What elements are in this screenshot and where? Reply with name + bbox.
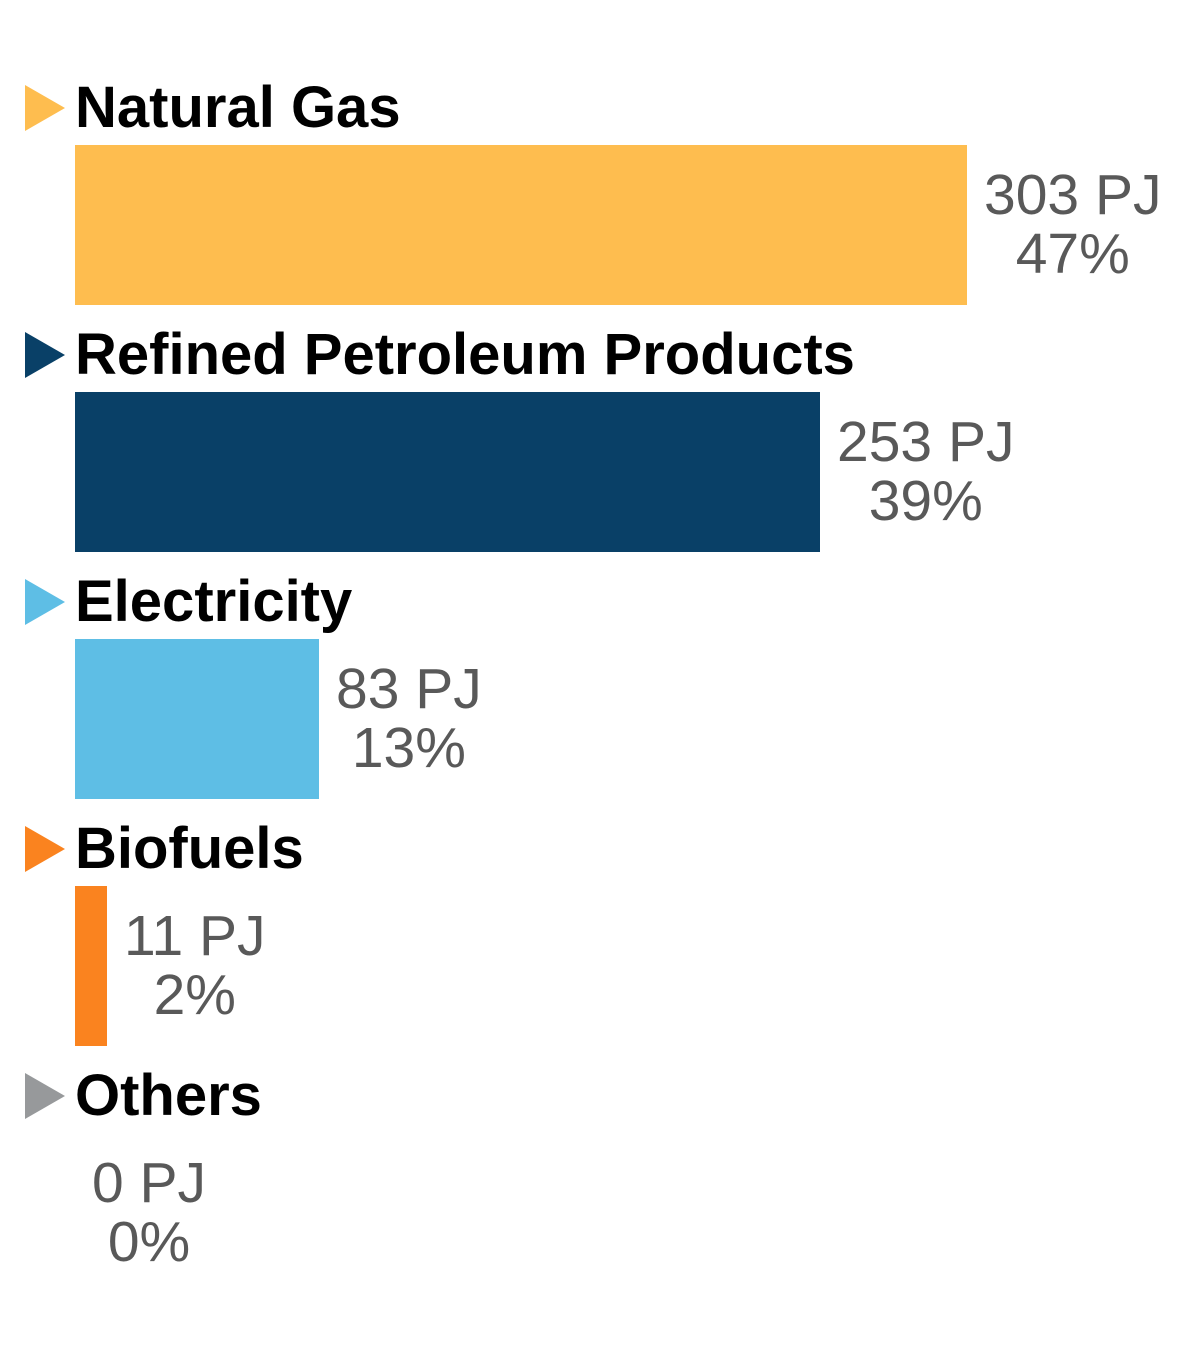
value-block: 0 PJ 0%	[92, 1154, 206, 1272]
category-label-row: Refined Petroleum Products	[25, 322, 1200, 387]
percent-label: 39%	[868, 469, 983, 533]
value-block: 83 PJ 13%	[336, 660, 482, 778]
value-block: 253 PJ 39%	[837, 413, 1014, 531]
category-marker-triangle-icon	[25, 1073, 65, 1119]
bar-row: 303 PJ 47%	[75, 145, 1200, 305]
chart-section: Biofuels 11 PJ 2%	[25, 816, 1200, 1046]
chart-section: Refined Petroleum Products 253 PJ 39%	[25, 322, 1200, 552]
bar	[75, 392, 820, 552]
value-block: 11 PJ 2%	[124, 907, 266, 1025]
category-marker-triangle-icon	[25, 332, 65, 378]
value-label: 303 PJ	[984, 163, 1162, 227]
chart-section: Natural Gas 303 PJ 47%	[25, 75, 1200, 305]
value-label: 253 PJ	[837, 410, 1015, 474]
category-label-row: Electricity	[25, 569, 1200, 634]
chart-section: Electricity 83 PJ 13%	[25, 569, 1200, 799]
value-label: 83 PJ	[336, 657, 482, 721]
percent-label: 0%	[107, 1210, 191, 1274]
category-label-row: Biofuels	[25, 816, 1200, 881]
percent-label: 47%	[1015, 222, 1130, 286]
category-marker-triangle-icon	[25, 826, 65, 872]
category-marker-triangle-icon	[25, 579, 65, 625]
category-label: Biofuels	[75, 816, 304, 881]
bar	[75, 145, 967, 305]
bar-row: 83 PJ 13%	[75, 639, 1200, 799]
category-marker-triangle-icon	[25, 85, 65, 131]
percent-label: 2%	[153, 963, 236, 1027]
category-label: Electricity	[75, 569, 353, 634]
bar-row: 0 PJ 0%	[75, 1133, 1200, 1293]
category-label: Refined Petroleum Products	[75, 322, 855, 387]
percent-label: 13%	[351, 716, 466, 780]
category-label-row: Others	[25, 1063, 1200, 1128]
category-label: Others	[75, 1063, 262, 1128]
category-label-row: Natural Gas	[25, 75, 1200, 140]
bar	[75, 886, 107, 1046]
value-label: 11 PJ	[124, 904, 266, 968]
value-block: 303 PJ 47%	[984, 166, 1161, 284]
bar	[75, 639, 319, 799]
value-label: 0 PJ	[92, 1151, 207, 1215]
chart-section: Others 0 PJ 0%	[25, 1063, 1200, 1293]
bar-row: 11 PJ 2%	[75, 886, 1200, 1046]
bar-row: 253 PJ 39%	[75, 392, 1200, 552]
category-label: Natural Gas	[75, 75, 401, 140]
